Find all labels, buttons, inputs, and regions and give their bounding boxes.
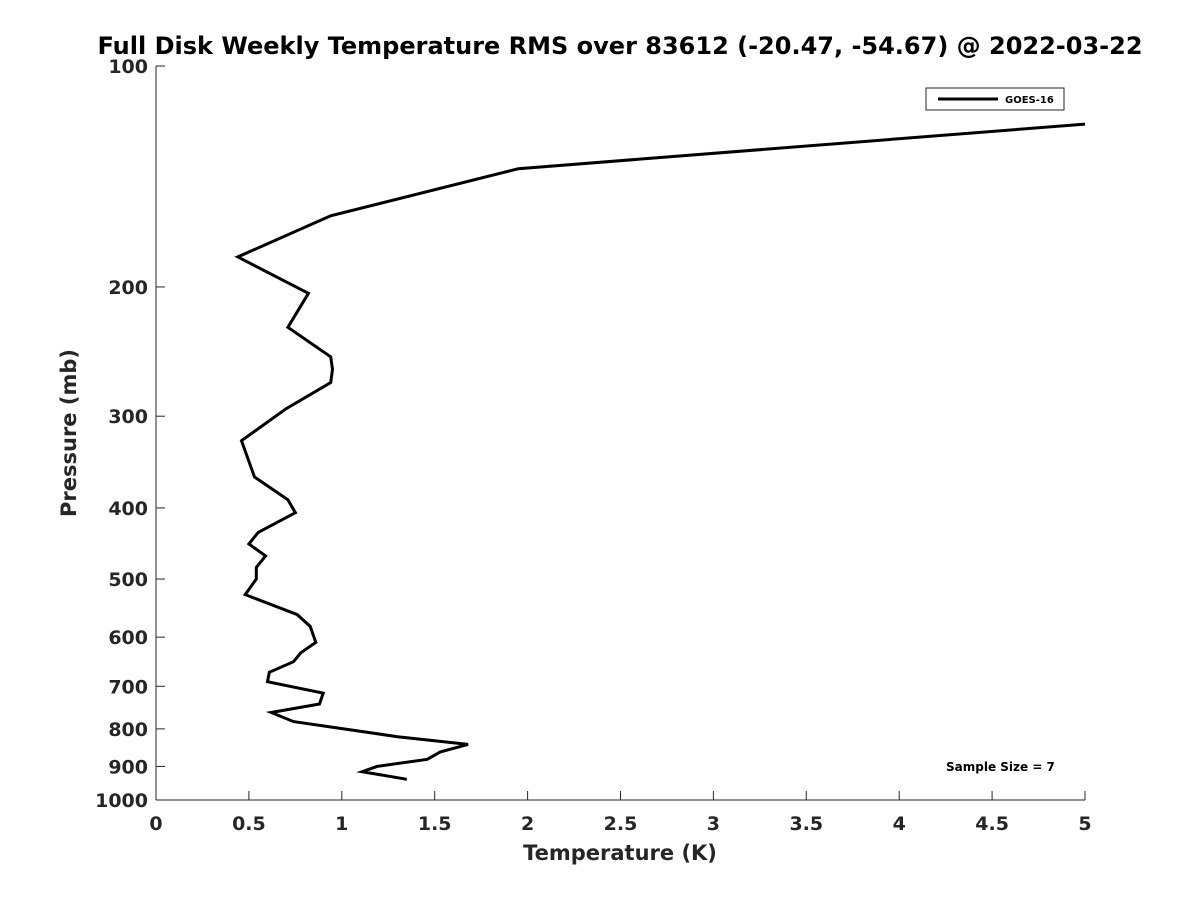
y-tick-label: 400 — [108, 498, 148, 520]
y-tick-label: 200 — [108, 277, 148, 299]
x-tick-label: 3 — [707, 813, 720, 835]
x-tick-label: 4 — [893, 813, 906, 835]
y-tick-label: 100 — [108, 56, 148, 78]
series-layer — [234, 122, 1086, 781]
y-tick-label: 700 — [108, 676, 148, 698]
y-axis-label: Pressure (mb) — [57, 349, 81, 517]
chart-title: Full Disk Weekly Temperature RMS over 83… — [97, 32, 1142, 60]
series-line-goes-16 — [234, 122, 1086, 781]
x-tick-label: 1 — [335, 813, 348, 835]
y-axis-ticks: 100 200 300 400 500 600 700 800 900 1000 — [95, 56, 165, 812]
x-tick-label: 1.5 — [418, 813, 452, 835]
y-tick-label: 1000 — [95, 790, 148, 812]
y-tick-label: 900 — [108, 756, 148, 778]
y-tick-label: 300 — [108, 406, 148, 428]
y-tick-label: 500 — [108, 569, 148, 591]
x-tick-label: 0 — [149, 813, 162, 835]
x-tick-label: 4.5 — [975, 813, 1009, 835]
plot-area — [155, 66, 1085, 801]
legend-label: GOES-16 — [1005, 95, 1054, 106]
x-axis-ticks: 0 0.5 1 1.5 2 2.5 3 3.5 4 4.5 5 — [149, 791, 1092, 835]
y-tick-label: 600 — [108, 627, 148, 649]
x-tick-label: 5 — [1078, 813, 1091, 835]
x-tick-label: 0.5 — [232, 813, 266, 835]
y-tick-label: 800 — [108, 719, 148, 741]
x-tick-label: 2 — [521, 813, 534, 835]
legend: GOES-16 — [925, 87, 1065, 111]
x-tick-label: 3.5 — [789, 813, 823, 835]
sample-size-annotation: Sample Size = 7 — [946, 760, 1055, 774]
x-axis-label: Temperature (K) — [523, 841, 717, 865]
x-tick-label: 2.5 — [604, 813, 638, 835]
